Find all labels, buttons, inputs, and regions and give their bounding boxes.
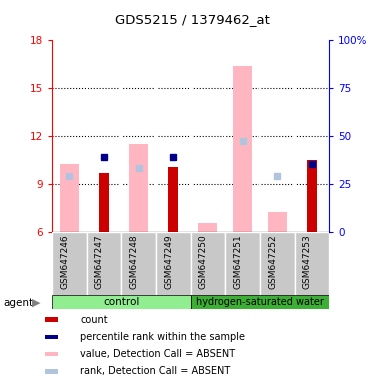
Bar [87, 232, 121, 296]
Text: agent: agent [4, 298, 34, 308]
Bar [60, 164, 79, 232]
Bar [191, 295, 329, 309]
Bar [233, 66, 252, 232]
Text: GSM647251: GSM647251 [234, 234, 243, 289]
Bar [191, 232, 225, 296]
Bar [45, 352, 58, 356]
Text: ▶: ▶ [32, 298, 40, 308]
Text: GSM647246: GSM647246 [60, 234, 69, 289]
Text: GSM647253: GSM647253 [303, 234, 312, 289]
Text: GSM647252: GSM647252 [268, 234, 277, 289]
Bar [45, 369, 58, 374]
Text: percentile rank within the sample: percentile rank within the sample [80, 332, 245, 342]
Text: rank, Detection Call = ABSENT: rank, Detection Call = ABSENT [80, 366, 231, 376]
Text: GSM647247: GSM647247 [95, 234, 104, 289]
Text: control: control [103, 297, 139, 307]
Text: hydrogen-saturated water: hydrogen-saturated water [196, 297, 324, 307]
Bar [129, 144, 148, 232]
Bar [307, 161, 317, 232]
Text: GSM647248: GSM647248 [130, 234, 139, 289]
Bar [268, 212, 287, 232]
Bar [156, 232, 191, 296]
Bar [45, 334, 58, 339]
Text: GSM647250: GSM647250 [199, 234, 208, 289]
Bar [225, 232, 260, 296]
Text: GDS5215 / 1379462_at: GDS5215 / 1379462_at [115, 13, 270, 26]
Text: count: count [80, 315, 108, 325]
Bar [52, 232, 87, 296]
Bar [295, 232, 329, 296]
Bar [99, 173, 109, 232]
Text: value, Detection Call = ABSENT: value, Detection Call = ABSENT [80, 349, 236, 359]
Bar [168, 167, 178, 232]
Bar [198, 223, 218, 232]
Bar [260, 232, 295, 296]
Bar [121, 232, 156, 296]
Bar [45, 318, 58, 322]
Bar [52, 295, 191, 309]
Text: GSM647249: GSM647249 [164, 234, 173, 289]
